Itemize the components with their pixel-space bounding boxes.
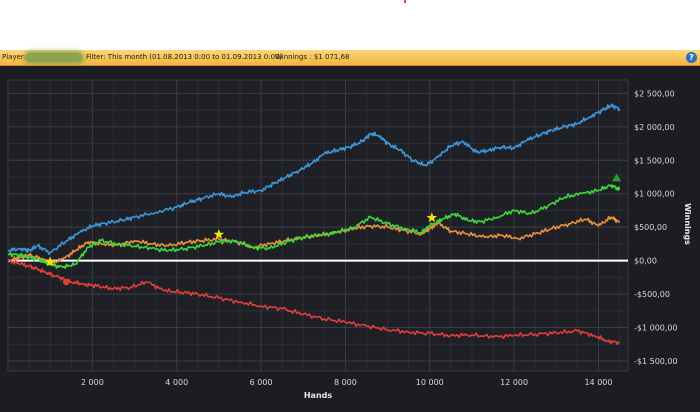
y-tick-labels: $2 500,00 $2 000,00 $1 500,00 $1 000,00 $500… xyxy=(634,89,678,366)
series-lines xyxy=(7,103,621,346)
player-name-redacted xyxy=(26,53,82,62)
y-tick-label: $1 500,00 xyxy=(634,156,675,165)
y-tick-label: $500,00 xyxy=(634,223,667,232)
triangle-marker xyxy=(612,173,622,182)
star-marker xyxy=(213,229,225,239)
graph-panel: 2 000 4 000 6 000 8 000 10 000 12 000 14 000 $… xyxy=(0,66,700,412)
series-line-2 xyxy=(7,215,621,265)
player-label: Player: xyxy=(2,53,27,61)
y-axis-label: Winnings xyxy=(683,203,692,245)
x-tick-label: 4 000 xyxy=(165,378,188,387)
filter-info-bar: Player: Filter: This month (01.08.2013 0… xyxy=(0,50,700,66)
y-tick-label: -$1 500,00 xyxy=(634,357,678,366)
winnings-total: Winnings : $1 071,68 xyxy=(275,53,350,61)
y-tick-label: $0,00 xyxy=(634,257,657,266)
x-tick-labels: 2 000 4 000 6 000 8 000 10 000 12 000 14 000 xyxy=(81,378,613,387)
plot-area xyxy=(7,79,629,372)
filter-text: Filter: This month (01.08.2013 0:00 to 0… xyxy=(86,53,283,61)
star-marker xyxy=(426,212,438,223)
help-icon[interactable]: ? xyxy=(686,52,697,63)
x-tick-label: 6 000 xyxy=(250,378,273,387)
star-marker xyxy=(44,256,56,267)
series-line-1 xyxy=(7,103,621,255)
y-tick-label: $2 500,00 xyxy=(634,89,675,98)
y-tick-label: $1 000,00 xyxy=(634,190,675,199)
x-axis-label: Hands xyxy=(304,391,333,400)
series-line-4 xyxy=(7,258,621,346)
y-tick-label: -$500,00 xyxy=(634,290,670,299)
header-accent-mark xyxy=(404,0,406,3)
x-tick-label: 2 000 xyxy=(81,378,104,387)
y-tick-label: $2 000,00 xyxy=(634,123,675,132)
chart-markers xyxy=(44,173,622,286)
grid-lines xyxy=(8,80,628,371)
dot-marker xyxy=(63,278,70,286)
y-tick-label: -$1 000,00 xyxy=(634,324,678,333)
winnings-chart: 2 000 4 000 6 000 8 000 10 000 12 000 14 000 $… xyxy=(7,79,692,400)
x-tick-label: 12 000 xyxy=(500,378,528,387)
x-tick-label: 14 000 xyxy=(584,378,612,387)
x-tick-label: 10 000 xyxy=(416,378,444,387)
x-tick-label: 8 000 xyxy=(334,378,357,387)
series-line-3 xyxy=(7,184,621,269)
